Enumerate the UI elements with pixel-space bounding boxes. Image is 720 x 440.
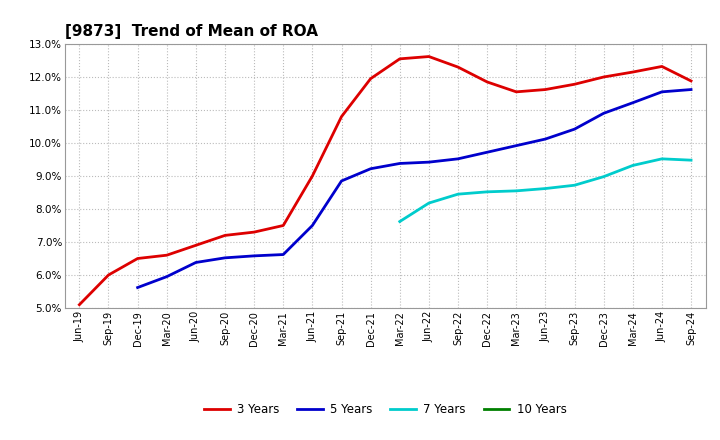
- 5 Years: [483, 150, 492, 155]
- 5 Years: [687, 87, 696, 92]
- 5 Years: [454, 156, 462, 161]
- 5 Years: [629, 100, 637, 105]
- 3 Years: [395, 56, 404, 62]
- 7 Years: [483, 189, 492, 194]
- 5 Years: [192, 260, 200, 265]
- 7 Years: [570, 183, 579, 188]
- Line: 3 Years: 3 Years: [79, 56, 691, 305]
- 5 Years: [250, 253, 258, 258]
- 3 Years: [483, 79, 492, 84]
- 5 Years: [570, 127, 579, 132]
- Text: [9873]  Trend of Mean of ROA: [9873] Trend of Mean of ROA: [65, 24, 318, 39]
- 7 Years: [541, 186, 550, 191]
- 5 Years: [541, 136, 550, 142]
- 3 Years: [104, 272, 113, 278]
- Line: 5 Years: 5 Years: [138, 89, 691, 288]
- 3 Years: [337, 114, 346, 119]
- 5 Years: [337, 178, 346, 183]
- 3 Years: [133, 256, 142, 261]
- 7 Years: [629, 163, 637, 168]
- 5 Years: [599, 110, 608, 116]
- 5 Years: [512, 143, 521, 148]
- 3 Years: [163, 253, 171, 258]
- 3 Years: [657, 64, 666, 69]
- 3 Years: [250, 230, 258, 235]
- 5 Years: [308, 223, 317, 228]
- 5 Years: [163, 274, 171, 279]
- 3 Years: [75, 302, 84, 308]
- 3 Years: [279, 223, 287, 228]
- 3 Years: [541, 87, 550, 92]
- 3 Years: [425, 54, 433, 59]
- 3 Years: [629, 70, 637, 75]
- 3 Years: [220, 233, 229, 238]
- Line: 7 Years: 7 Years: [400, 159, 691, 221]
- 5 Years: [133, 285, 142, 290]
- 5 Years: [425, 160, 433, 165]
- 7 Years: [657, 156, 666, 161]
- 3 Years: [308, 173, 317, 179]
- 3 Years: [454, 64, 462, 70]
- 5 Years: [657, 89, 666, 95]
- 3 Years: [192, 242, 200, 248]
- 3 Years: [570, 82, 579, 87]
- 7 Years: [599, 174, 608, 180]
- 3 Years: [366, 76, 375, 81]
- 5 Years: [366, 166, 375, 171]
- Legend: 3 Years, 5 Years, 7 Years, 10 Years: 3 Years, 5 Years, 7 Years, 10 Years: [199, 398, 571, 421]
- 3 Years: [512, 89, 521, 95]
- 7 Years: [395, 219, 404, 224]
- 3 Years: [687, 78, 696, 84]
- 7 Years: [454, 191, 462, 197]
- 3 Years: [599, 74, 608, 80]
- 5 Years: [220, 255, 229, 260]
- 5 Years: [279, 252, 287, 257]
- 7 Years: [687, 158, 696, 163]
- 5 Years: [395, 161, 404, 166]
- 7 Years: [425, 201, 433, 206]
- 7 Years: [512, 188, 521, 194]
